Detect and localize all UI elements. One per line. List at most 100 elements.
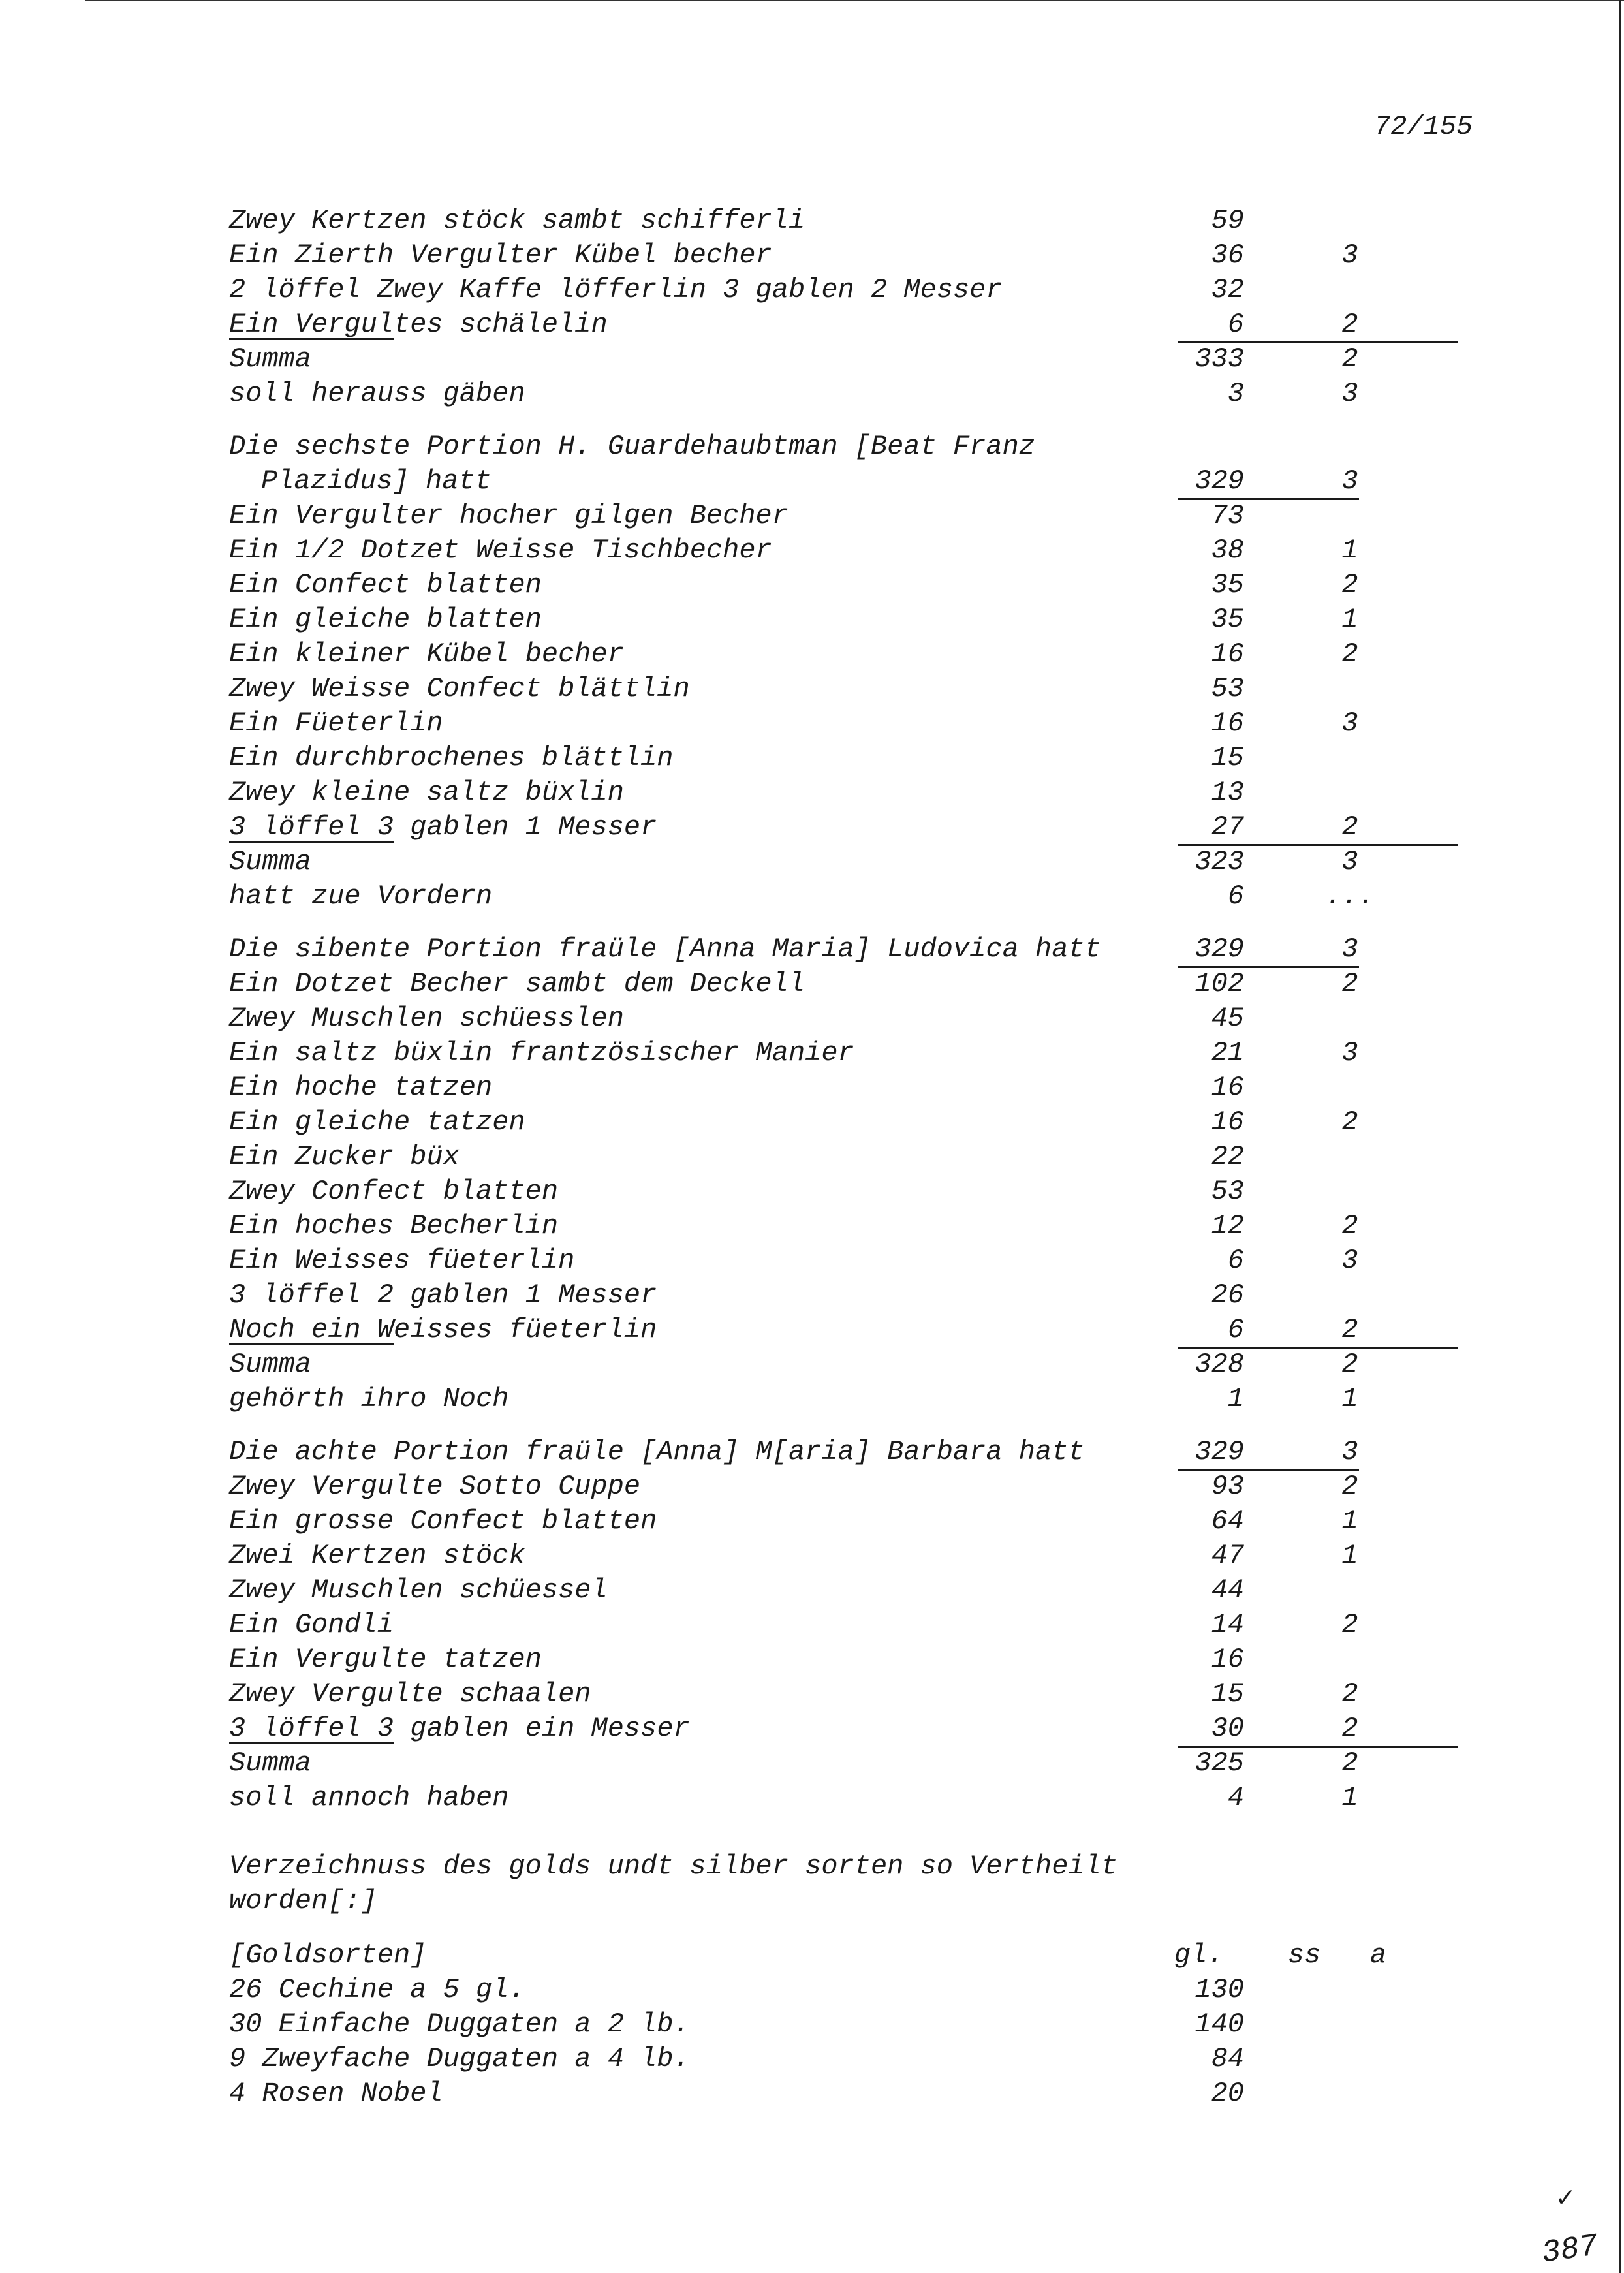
entry-description: soll annoch haben: [229, 1782, 509, 1813]
amount-gl: 12: [1211, 1210, 1244, 1242]
gold-row: 4 Rosen Nobel 20: [0, 2077, 1624, 2111]
entry-text: Ein Dotzet Becher sambt dem Deckell: [229, 967, 805, 1001]
entry-block: Die sibente Portion fraüle [Anna Maria] …: [0, 932, 1624, 1417]
underlined-text: Ein Vergul: [229, 309, 394, 340]
amount-gl: 16: [1211, 638, 1244, 670]
entry-text: Ein Gondli: [229, 1608, 394, 1642]
entry-description: gablen 1 Messer: [394, 811, 657, 843]
amount-ss: 2: [1341, 968, 1358, 999]
amount-gl: 16: [1211, 708, 1244, 739]
amount-ss: 1: [1341, 604, 1358, 635]
entry-row: Ein durchbrochenes blättlin 15: [0, 741, 1624, 776]
entry-row: Zwey kleine saltz büxlin 13: [0, 776, 1624, 810]
entry-row: Ein Vergultes schälelin 6 2: [0, 307, 1624, 343]
amount-ss: 3: [1341, 1436, 1358, 1467]
entry-text: 3 löffel 3 gablen ein Messer: [229, 1712, 690, 1746]
amount-gl: 325: [1195, 1748, 1244, 1779]
entry-text: Ein gleiche blatten: [229, 603, 542, 637]
entry-text: Ein durchbrochenes blättlin: [229, 741, 674, 776]
entry-description: Ein saltz büxlin frantzösischer Manier: [229, 1037, 854, 1069]
gold-row: 30 Einfache Duggaten a 2 lb. 140: [0, 2007, 1624, 2042]
entry-text: 2 löffel Zwey Kaffe löfferlin 3 gablen 2…: [229, 273, 1003, 307]
amount-gl: 44: [1211, 1575, 1244, 1606]
entry-text: Zwey Muschlen schüesslen: [229, 1001, 624, 1036]
amount-ss: 2: [1341, 638, 1358, 670]
amount-ss: 2: [1341, 1748, 1358, 1779]
entry-description: Ein Vergulter hocher gilgen Becher: [229, 500, 789, 531]
gold-amount-gl: 84: [1211, 2043, 1244, 2075]
amount-gl: 22: [1211, 1141, 1244, 1172]
amount-ss: 3: [1341, 240, 1358, 271]
gold-heading: [Goldsorten]: [229, 1939, 427, 1971]
amount-gl: 14: [1211, 1609, 1244, 1640]
entry-description: Die sechste Portion H. Guardehaubtman [B…: [229, 431, 1036, 462]
entry-description: Summa: [229, 1349, 312, 1380]
entry-description: Zwey Vergulte Sotto Cuppe: [229, 1471, 641, 1502]
amount-gl: 6: [1227, 1245, 1244, 1276]
entry-row: Die sechste Portion H. Guardehaubtman [B…: [0, 430, 1624, 464]
entry-text: Zwey Vergulte schaalen: [229, 1677, 591, 1712]
amount-gl: 15: [1211, 1678, 1244, 1710]
entry-text: Ein Weisses füeterlin: [229, 1244, 574, 1278]
entry-description: eisses füeterlin: [394, 1314, 657, 1345]
entry-row: Ein hoche tatzen 16: [0, 1071, 1624, 1105]
entry-row: 3 löffel 2 gablen 1 Messer 26: [0, 1278, 1624, 1313]
entry-text: soll annoch haben: [229, 1781, 508, 1815]
entry-row: soll herauss gäben 3 3: [0, 377, 1624, 411]
entry-row: Ein saltz büxlin frantzösischer Manier 21…: [0, 1036, 1624, 1071]
amount-ss: 3: [1341, 465, 1358, 497]
entry-description: Summa: [229, 343, 312, 375]
entry-description: Ein gleiche blatten: [229, 604, 542, 635]
entry-description: Ein Confect blatten: [229, 569, 542, 601]
amount-gl: 53: [1211, 673, 1244, 704]
entry-row: Ein grosse Confect blatten 64 1: [0, 1504, 1624, 1539]
amount-ss: 2: [1341, 569, 1358, 601]
amount-gl: 15: [1211, 742, 1244, 774]
entry-row: Ein kleiner Kübel becher 16 2: [0, 637, 1624, 672]
entry-text: Zwey Confect blatten: [229, 1174, 558, 1209]
entry-text: Zwey Weisse Confect blättlin: [229, 672, 690, 706]
amount-ss: 3: [1341, 1037, 1358, 1069]
gold-row: 9 Zweyfache Duggaten a 4 lb. 84: [0, 2042, 1624, 2077]
entry-text: Summa: [229, 845, 311, 879]
amount-ss: 1: [1341, 1540, 1358, 1571]
entry-row: Summa 325 2: [0, 1746, 1624, 1781]
entry-row: Summa 328 2: [0, 1347, 1624, 1382]
amount-ss: 1: [1341, 1782, 1358, 1813]
entry-text: Die sechste Portion H. Guardehaubtman [B…: [229, 430, 1035, 464]
amount-gl: 1: [1227, 1383, 1244, 1415]
entry-description: Summa: [229, 1748, 312, 1779]
amount-gl: 328: [1195, 1349, 1244, 1380]
entry-description: Ein Zierth Vergulter Kübel becher: [229, 240, 772, 271]
entry-row: worden[:]: [0, 1884, 1624, 1919]
amount-gl: 6: [1227, 881, 1244, 912]
amount-gl: 35: [1211, 569, 1244, 601]
entry-text: Plazidus] hatt: [261, 464, 492, 499]
entry-description: Zwey Confect blatten: [229, 1176, 559, 1207]
entry-text: Zwei Kertzen stöck: [229, 1539, 525, 1573]
entry-description: Ein Zucker büx: [229, 1141, 460, 1172]
entry-description: Ein Vergulte tatzen: [229, 1644, 542, 1675]
entry-description: Zwey Muschlen schüessel: [229, 1575, 608, 1606]
amount-gl: 32: [1211, 274, 1244, 306]
underlined-text: 3 löffel 3: [229, 1713, 394, 1744]
entry-text: Ein Zierth Vergulter Kübel becher: [229, 238, 772, 273]
entry-row: Ein 1/2 Dotzet Weisse Tischbecher 38 1: [0, 533, 1624, 568]
entry-row: Die sibente Portion fraüle [Anna Maria] …: [0, 932, 1624, 968]
amount-ss: 1: [1341, 1505, 1358, 1537]
amount-gl: 35: [1211, 604, 1244, 635]
entry-text: soll herauss gäben: [229, 377, 525, 411]
entry-description: Summa: [229, 846, 312, 877]
entry-text: 3 löffel 3 gablen 1 Messer: [229, 810, 657, 845]
entry-description: 2 löffel Zwey Kaffe löfferlin 3 gablen 2…: [229, 274, 1003, 306]
entry-description: Plazidus] hatt: [261, 465, 492, 497]
entry-row: Zwey Muschlen schüessel 44: [0, 1573, 1624, 1608]
gold-description: 30 Einfache Duggaten a 2 lb.: [229, 2009, 690, 2040]
entry-text: hatt zue Vordern: [229, 879, 492, 914]
entry-row: 3 löffel 3 gablen ein Messer 30 2: [0, 1712, 1624, 1748]
amount-gl: 333: [1195, 343, 1244, 375]
entry-text: Ein kleiner Kübel becher: [229, 637, 624, 672]
entry-text: Ein Zucker büx: [229, 1140, 460, 1174]
amount-gl: 64: [1211, 1505, 1244, 1537]
entry-row: Zwey Confect blatten 53: [0, 1174, 1624, 1209]
